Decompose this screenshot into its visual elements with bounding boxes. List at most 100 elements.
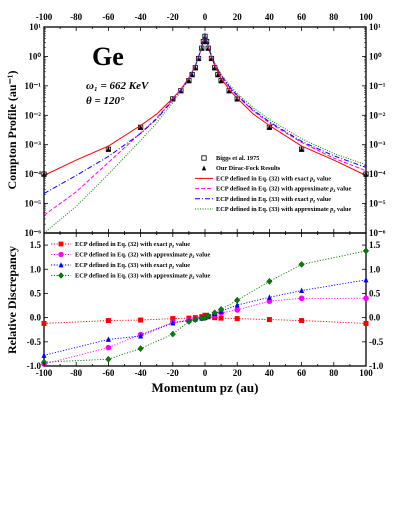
bottom-legend-label-1: ECP defined in Eq. (32) with approximate… xyxy=(75,252,210,261)
bottom-series-0-point-11 xyxy=(234,316,240,322)
bottom-x-tick-label-3: -40 xyxy=(135,368,147,378)
top-y-tick-label-right-6: 10⁰ xyxy=(369,51,382,61)
bottom-x-tick-label-8: 60 xyxy=(297,368,307,378)
bottom-series-1-point-1 xyxy=(105,344,112,351)
top-legend-label-3: ECP defined in Eq. (32) with approximate… xyxy=(216,186,351,195)
top-x-tick-label-9: 80 xyxy=(329,12,339,22)
bottom-xlabel: Momentum pz (au) xyxy=(152,380,259,395)
bottom-series-0-point-10 xyxy=(218,315,224,321)
bottom-legend-marker-0 xyxy=(58,241,64,247)
top-y-tick-label-right-0: 10⁻⁶ xyxy=(369,228,386,238)
top-series-1-point-1 xyxy=(106,146,111,152)
bottom-series-3-point-2 xyxy=(137,345,144,352)
bottom-ylabel: Relative Discrepancy xyxy=(5,246,19,354)
top-y-tick-label-right-2: 10⁻⁴ xyxy=(369,169,386,179)
tick-layer: -100 -100 -80 -80 -60 -60 -40 -40 -20 -20 0 0 20 20 40… xyxy=(25,12,386,378)
bottom-series-3-point-11 xyxy=(234,296,241,304)
bottom-series-2-point-2 xyxy=(138,333,144,339)
top-y-tick-label-right-3: 10⁻³ xyxy=(369,140,386,150)
top-x-tick-label-10: 100 xyxy=(359,12,373,22)
top-y-tick-label-right-7: 10¹ xyxy=(369,22,381,32)
top-y-tick-label-left-4: 10⁻² xyxy=(25,110,42,120)
top-legend-label-4: ECP defined in Eq. (33) with exact pz va… xyxy=(216,196,331,205)
bottom-series-2-point-14 xyxy=(363,276,369,283)
top-legend-label-1: Our Dirac-Fock Results xyxy=(216,165,281,172)
bottom-series-2-point-3 xyxy=(170,319,176,326)
top-series-4-line xyxy=(43,32,367,194)
top-x-tick-label-3: -40 xyxy=(135,12,147,22)
top-x-tick-label-5: 0 xyxy=(203,12,208,22)
bottom-legend-label-0: ECP defined in Eq. (32) with exact pz va… xyxy=(75,241,190,250)
top-y-tick-label-left-3: 10⁻³ xyxy=(25,140,42,150)
bottom-series-0-point-13 xyxy=(299,318,305,324)
bottom-series-3-point-10 xyxy=(218,306,225,313)
bottom-series-2-point-12 xyxy=(266,294,272,300)
top-x-tick-label-6: 20 xyxy=(233,12,243,22)
bottom-series-2-point-13 xyxy=(299,287,305,294)
bottom-x-tick-label-1: -80 xyxy=(70,368,82,378)
bottom-series-3-point-13 xyxy=(298,261,305,268)
top-legend-marker-0 xyxy=(201,155,207,161)
bottom-series-3-point-8 xyxy=(205,312,212,320)
top-series-1-point-16 xyxy=(215,71,221,77)
top-legend-label-2: ECP defined in Eq. (32) with exact pz va… xyxy=(216,175,331,184)
top-x-tick-label-7: 40 xyxy=(265,12,275,22)
top-series-layer xyxy=(41,32,369,234)
bottom-series-2-point-11 xyxy=(234,302,240,308)
bottom-x-tick-label-6: 20 xyxy=(233,368,243,378)
top-y-tick-label-left-0: 10⁻⁶ xyxy=(25,228,42,238)
bottom-x-tick-label-10: 100 xyxy=(359,368,373,378)
bottom-x-tick-label-0: -100 xyxy=(36,368,53,378)
bottom-legend-marker-1 xyxy=(58,251,64,258)
bottom-legend-marker-2 xyxy=(58,262,64,268)
bottom-legend-marker-3 xyxy=(58,272,64,279)
top-series-1-point-21 xyxy=(299,146,304,152)
bottom-y-tick-label-left-5: 1.5 xyxy=(30,240,42,250)
bottom-series-1-point-13 xyxy=(298,295,305,302)
bottom-y-tick-label-left-0: -1.0 xyxy=(27,361,42,371)
top-y-tick-label-right-1: 10⁻⁵ xyxy=(369,199,386,209)
bottom-series-3-point-3 xyxy=(169,330,176,338)
bottom-series-3-line xyxy=(43,250,367,363)
bottom-series-0-point-2 xyxy=(138,317,144,323)
bottom-y-tick-label-right-3: 0.5 xyxy=(369,288,381,298)
bottom-x-tick-label-5: 0 xyxy=(203,368,208,378)
bottom-y-tick-label-right-4: 1.0 xyxy=(369,264,381,274)
top-x-tick-label-1: -80 xyxy=(70,12,82,22)
bottom-series-0-point-1 xyxy=(105,318,111,324)
bottom-series-layer xyxy=(40,247,370,367)
bottom-legend-label-2: ECP defined in Eq. (33) with exact pz va… xyxy=(75,262,190,271)
bottom-series-3-point-9 xyxy=(211,309,218,317)
top-series-1-point-17 xyxy=(218,77,224,83)
top-y-tick-label-left-5: 10⁻¹ xyxy=(25,81,42,91)
bottom-series-3-point-14 xyxy=(362,247,370,255)
bottom-series-0-line xyxy=(43,314,367,324)
bottom-series-3-point-12 xyxy=(266,277,273,285)
top-ylabel: Compton Profile (au⁻¹) xyxy=(5,70,19,189)
bottom-series-1-point-11 xyxy=(234,307,240,313)
top-x-tick-label-4: -20 xyxy=(167,12,179,22)
bottom-legend-label-3: ECP defined in Eq. (33) with approximate… xyxy=(75,273,210,282)
top-x-tick-label-2: -60 xyxy=(102,12,114,22)
bottom-legend: ECP defined in Eq. (32) with exact pz va… xyxy=(51,241,210,281)
bottom-x-tick-label-4: -20 xyxy=(167,368,179,378)
bottom-x-tick-label-7: 40 xyxy=(265,368,275,378)
top-x-tick-label-0: -100 xyxy=(36,12,53,22)
top-legend: Biggs et al. 1975 Our Dirac-Fock Results E… xyxy=(195,155,351,215)
energy-annotation: ω₁ = 662 KeV xyxy=(86,80,150,92)
bottom-series-0-point-3 xyxy=(170,316,176,322)
top-legend-label-5: ECP defined in Eq. (33) with approximate… xyxy=(216,206,351,215)
angle-annotation: θ = 120° xyxy=(86,95,125,107)
bottom-y-tick-label-left-3: 0.5 xyxy=(30,288,42,298)
bottom-y-tick-label-right-1: -0.5 xyxy=(369,337,384,347)
top-y-tick-label-left-7: 10¹ xyxy=(29,22,41,32)
bottom-y-tick-label-right-5: 1.5 xyxy=(369,240,381,250)
top-legend-marker-1 xyxy=(201,165,207,171)
bottom-y-tick-label-left-4: 1.0 xyxy=(30,264,42,274)
bottom-x-tick-label-2: -60 xyxy=(102,368,114,378)
element-label: Ge xyxy=(92,42,124,71)
bottom-series-3-point-4 xyxy=(185,318,192,325)
bottom-x-tick-label-9: 80 xyxy=(329,368,339,378)
top-series-1-point-5 xyxy=(186,77,192,83)
